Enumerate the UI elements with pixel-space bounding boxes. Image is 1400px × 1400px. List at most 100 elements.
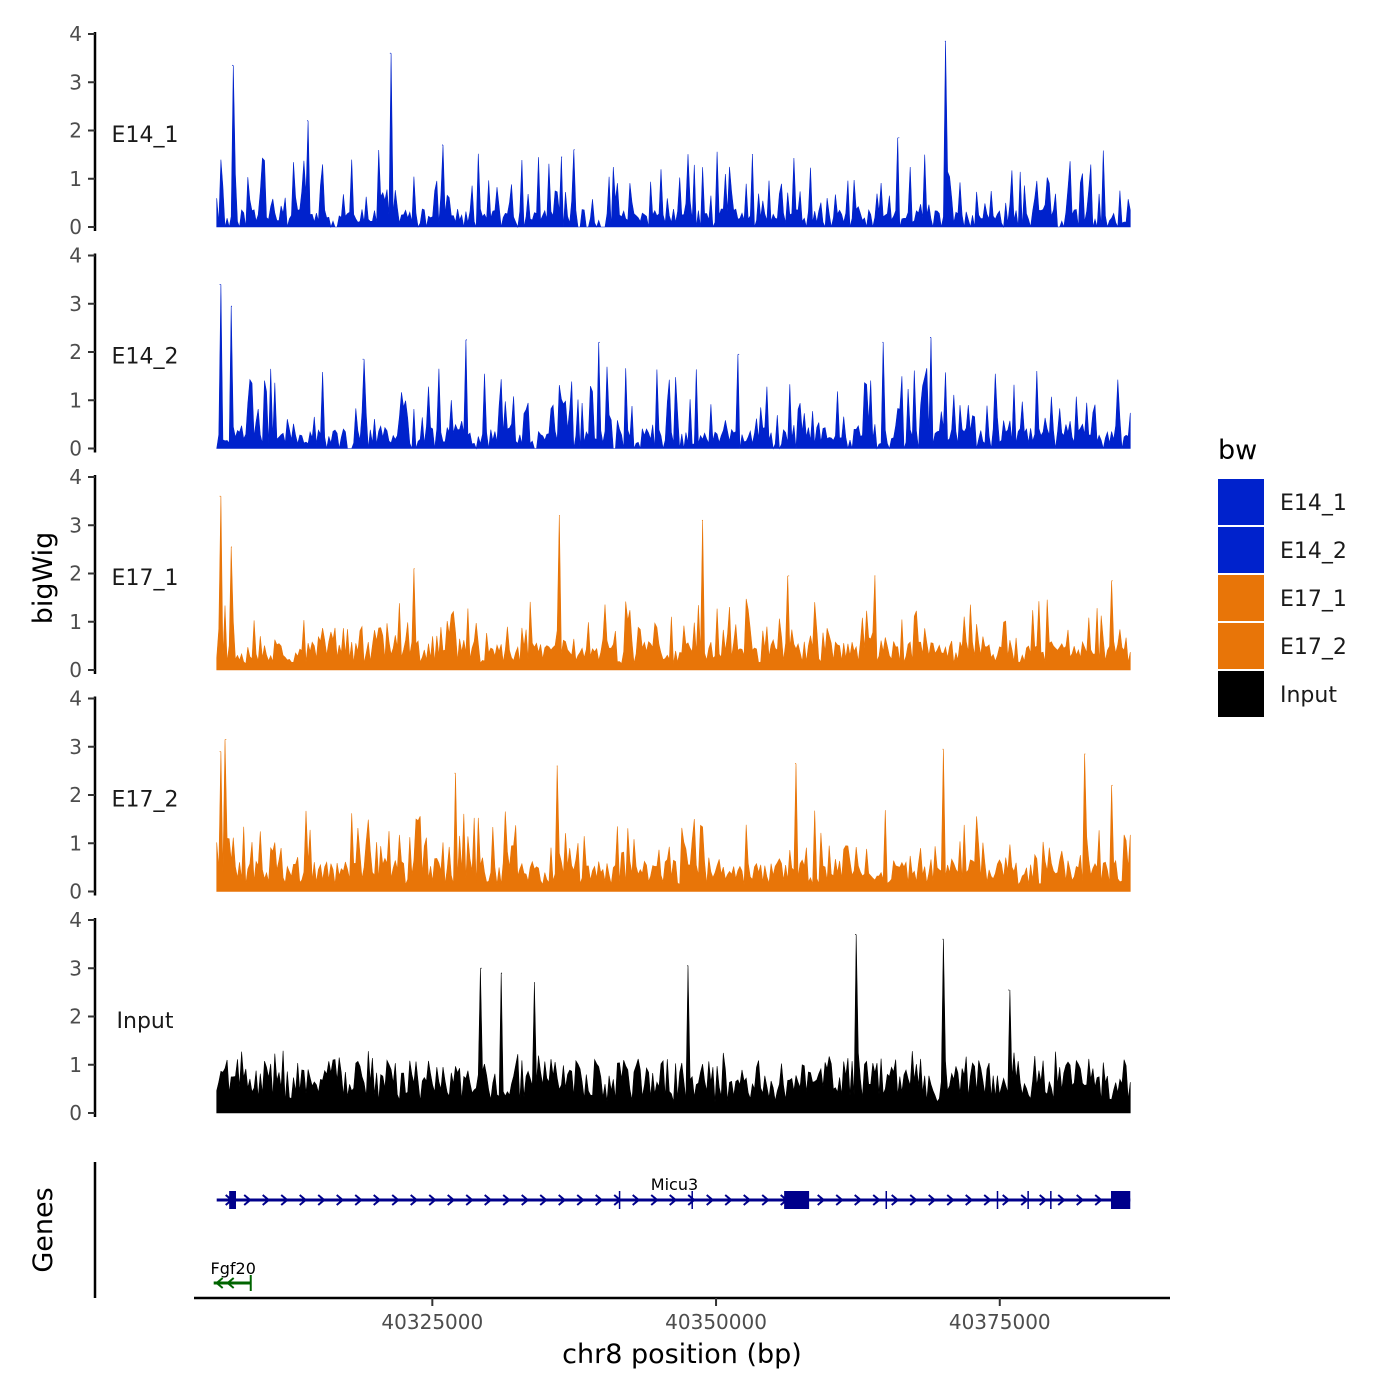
strand-arrow — [983, 1194, 992, 1206]
strand-arrow — [946, 1194, 955, 1206]
strand-arrow — [669, 1194, 678, 1206]
peak-point — [930, 337, 931, 338]
strand-arrow — [965, 1194, 974, 1206]
strand-arrow — [595, 1194, 604, 1206]
gene-micu3: Micu3 — [216, 1175, 1131, 1209]
y-tick-label: 1 — [69, 167, 82, 191]
peak-point — [1008, 989, 1010, 991]
peak-point — [225, 739, 227, 740]
coverage-area — [216, 739, 1131, 892]
y-tick-label: 3 — [69, 956, 82, 980]
peak-point — [855, 934, 857, 935]
genes-panel: Genes Micu3 Fgf20 — [28, 1162, 1131, 1298]
legend-swatch — [1218, 623, 1264, 669]
strand-arrow — [632, 1194, 641, 1206]
strand-arrow — [280, 1194, 289, 1206]
peak-point — [362, 358, 364, 360]
peak-point — [738, 353, 740, 355]
strand-arrow — [872, 1194, 881, 1206]
strand-arrow — [539, 1194, 548, 1206]
y-tick-label: 2 — [69, 1005, 82, 1029]
strand-arrow — [317, 1194, 326, 1206]
strand-arrow — [262, 1194, 271, 1206]
track-label: E14_1 — [112, 123, 179, 148]
genes-axis-title: Genes — [28, 1187, 59, 1272]
y-tick-label: 3 — [69, 70, 82, 94]
y-tick-label: 0 — [69, 1101, 82, 1125]
y-tick-label: 3 — [69, 735, 82, 759]
gene-label: Fgf20 — [211, 1259, 256, 1278]
x-tick-label: 40350000 — [665, 1310, 767, 1334]
y-tick-label: 4 — [69, 908, 82, 932]
legend-label: Input — [1280, 683, 1337, 708]
strand-arrow — [706, 1194, 715, 1206]
strand-arrow — [743, 1194, 752, 1206]
y-tick-label: 1 — [69, 610, 82, 634]
peak-point — [573, 149, 575, 151]
peak-point — [454, 772, 456, 774]
y-tick-label: 3 — [69, 292, 82, 316]
peak-point — [1111, 784, 1113, 786]
x-axis: 40325000 40350000 40375000 chr8 position (… — [194, 1296, 1170, 1370]
strand-arrow — [521, 1194, 530, 1206]
strand-arrow — [428, 1194, 437, 1206]
legend-title: bw — [1218, 435, 1257, 466]
strand-arrow — [1076, 1194, 1085, 1206]
track-input: 0 1 2 3 4 Input — [69, 908, 1131, 1125]
coverage-area — [216, 496, 1131, 671]
peak-point — [788, 575, 790, 577]
y-tick-label: 1 — [69, 831, 82, 855]
strand-arrow — [465, 1194, 474, 1206]
y-tick-label: 2 — [69, 340, 82, 364]
legend-label: E17_1 — [1280, 587, 1347, 612]
legend-swatch — [1218, 575, 1264, 621]
strand-arrow — [391, 1194, 400, 1206]
y-tick-label: 2 — [69, 562, 82, 586]
strand-arrow — [215, 1277, 224, 1289]
legend-swatch — [1218, 479, 1264, 525]
legend: bw E14_1 E14_2 E17_1 E17_2 Input — [1218, 435, 1347, 717]
strand-arrow — [299, 1194, 308, 1206]
x-tick-label: 40325000 — [381, 1310, 483, 1334]
strand-arrow — [410, 1194, 419, 1206]
peak-point — [874, 575, 876, 577]
strand-arrow — [226, 1277, 235, 1289]
bigwig-tracks: 0 1 2 3 4 E14_1 0 1 2 3 4 E14_2 0 1 2 3 4 E17_1 0 1 2 3 4 E17_2… — [69, 22, 1131, 1125]
peak-point — [795, 763, 796, 765]
y-tick-label: 4 — [69, 22, 82, 46]
peak-point — [751, 154, 753, 156]
track-label: E14_2 — [112, 345, 179, 370]
peak-point — [942, 938, 944, 940]
y-tick-label: 4 — [69, 687, 82, 711]
peak-point — [558, 515, 560, 517]
strand-arrow — [1057, 1194, 1066, 1206]
peak-point — [687, 965, 689, 967]
peak-point — [1111, 580, 1113, 582]
strand-arrow — [558, 1194, 567, 1206]
peak-point — [598, 341, 600, 343]
peak-point — [442, 144, 443, 146]
legend-label: E14_2 — [1280, 539, 1347, 564]
strand-arrow — [484, 1194, 493, 1206]
coverage-area — [216, 284, 1131, 450]
peak-point — [944, 40, 946, 42]
strand-arrow — [1020, 1194, 1029, 1206]
legend-items: E14_1 E14_2 E17_1 E17_2 Input — [1218, 479, 1347, 717]
y-tick-label: 4 — [69, 244, 82, 268]
y-tick-label: 2 — [69, 783, 82, 807]
strand-arrow — [650, 1194, 659, 1206]
strand-arrow — [761, 1194, 770, 1206]
strand-arrow — [576, 1194, 585, 1206]
peak-point — [701, 519, 703, 521]
track-label: E17_1 — [112, 566, 179, 591]
peak-point — [219, 751, 221, 753]
strand-arrow — [1002, 1194, 1011, 1206]
strand-arrow — [854, 1194, 863, 1206]
legend-label: E14_1 — [1280, 491, 1347, 516]
y-axis-title-group: bigWig — [28, 532, 59, 625]
x-axis-title: chr8 position (bp) — [562, 1339, 802, 1370]
peak-point — [942, 748, 944, 750]
y-tick-label: 0 — [69, 658, 82, 682]
y-tick-label: 1 — [69, 388, 82, 412]
